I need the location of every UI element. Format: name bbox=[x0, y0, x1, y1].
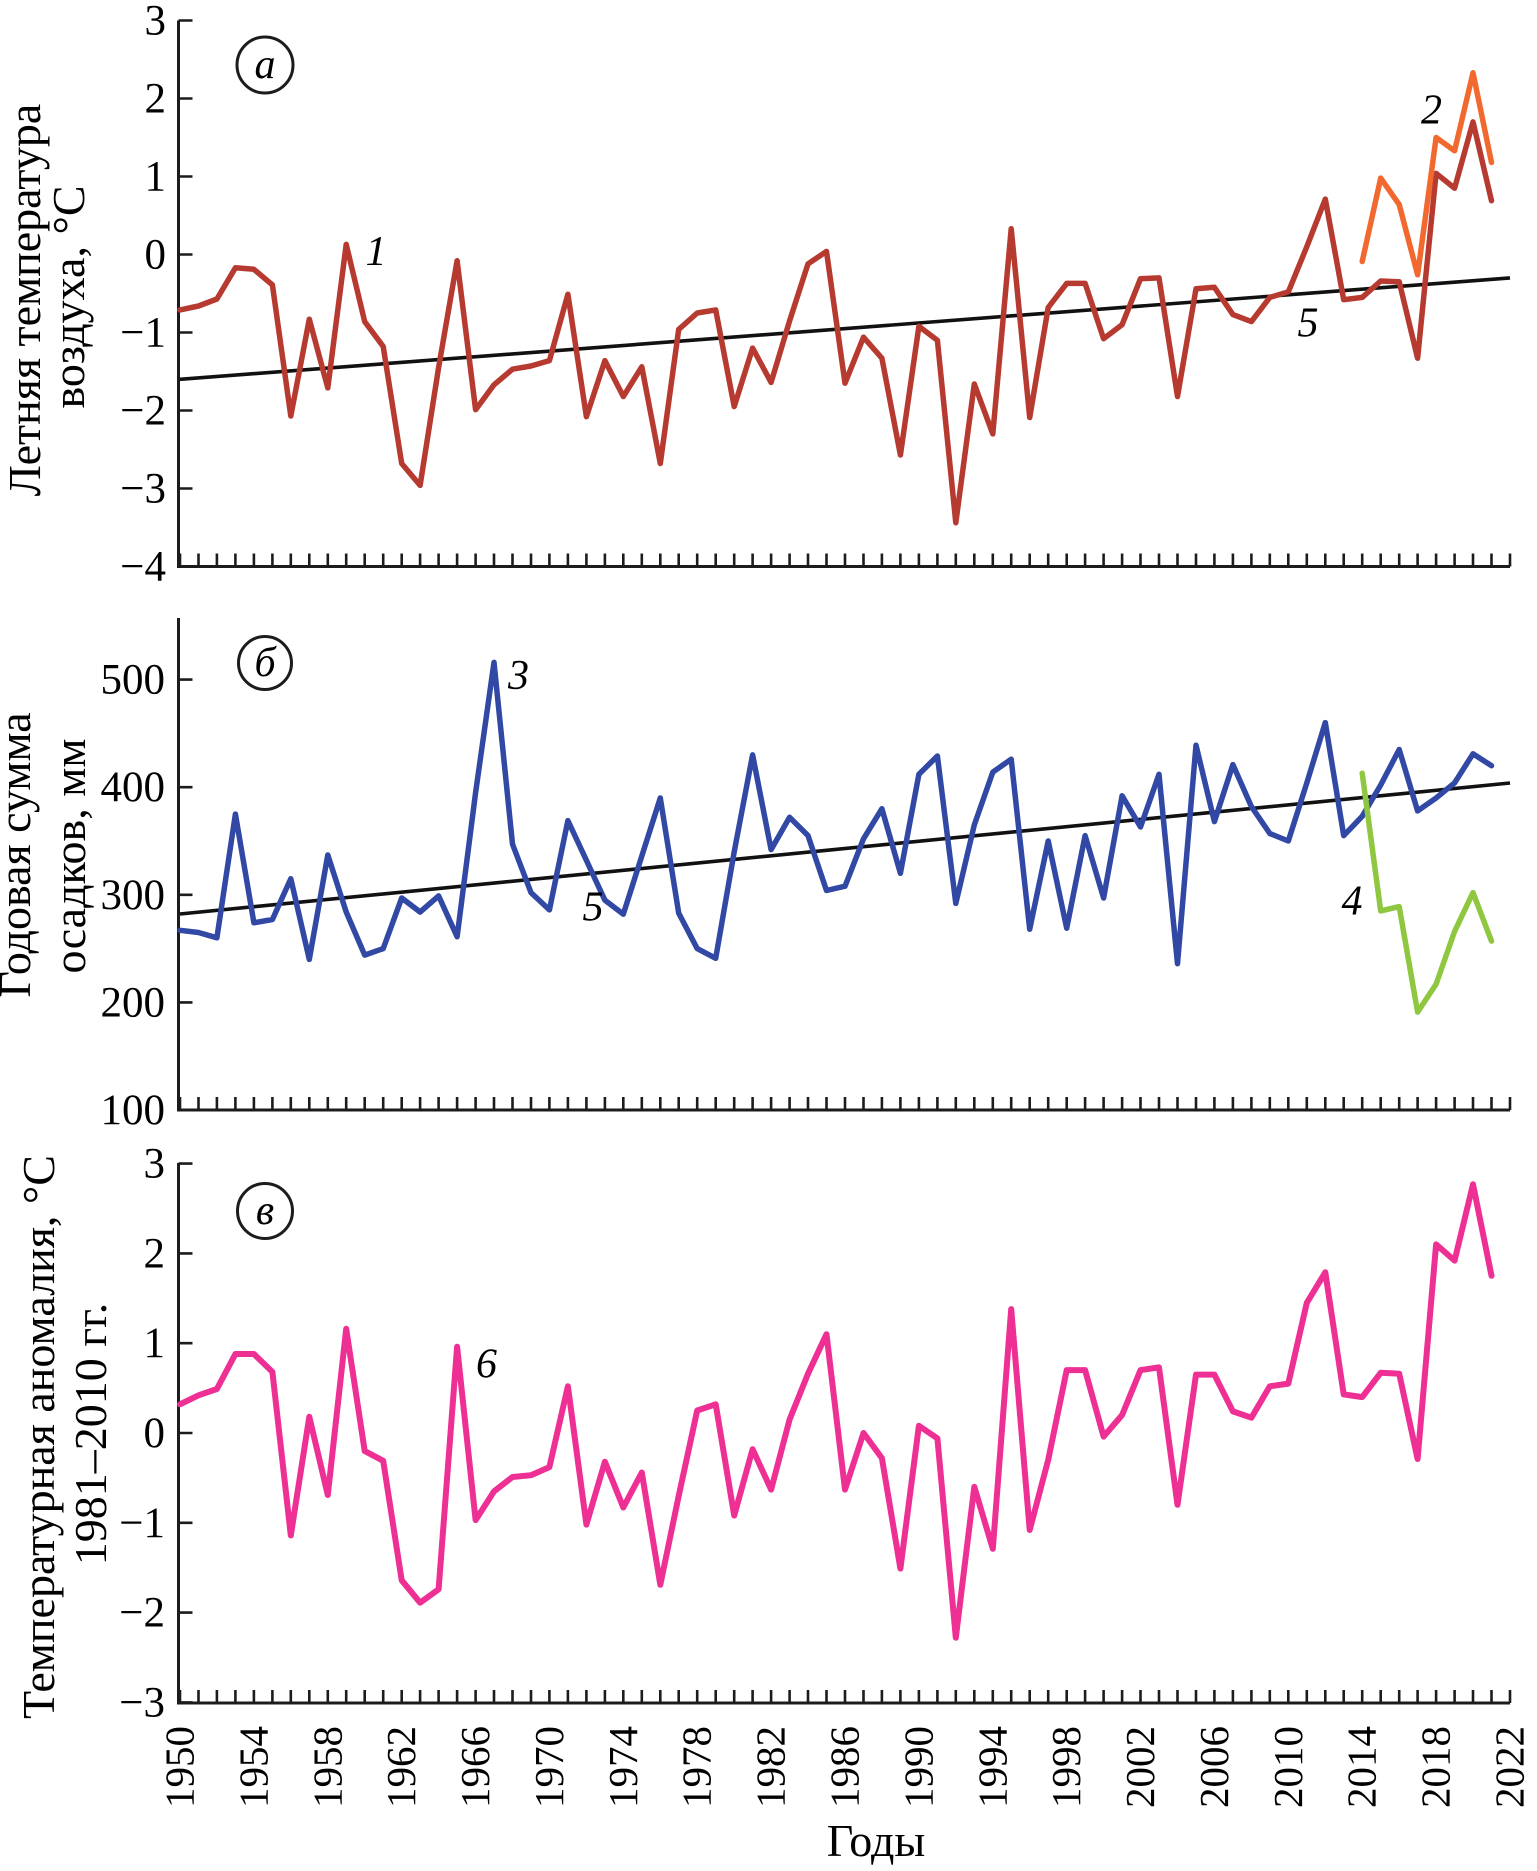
svg-text:1: 1 bbox=[145, 154, 167, 201]
svg-text:1994: 1994 bbox=[969, 1726, 1015, 1808]
svg-text:2002: 2002 bbox=[1117, 1726, 1163, 1808]
svg-text:500: 500 bbox=[101, 657, 166, 704]
svg-text:1962: 1962 bbox=[378, 1726, 424, 1808]
svg-text:400: 400 bbox=[101, 764, 166, 811]
svg-text:0: 0 bbox=[144, 1410, 166, 1457]
svg-text:2010: 2010 bbox=[1265, 1726, 1311, 1808]
svg-text:2006: 2006 bbox=[1191, 1726, 1237, 1808]
svg-text:1: 1 bbox=[366, 229, 387, 275]
svg-text:300: 300 bbox=[101, 872, 166, 919]
svg-text:1982: 1982 bbox=[748, 1726, 794, 1808]
svg-text:Температурная аномалия, °С: Температурная аномалия, °С bbox=[13, 1155, 64, 1719]
svg-text:6: 6 bbox=[476, 1342, 497, 1388]
svg-text:в: в bbox=[256, 1188, 274, 1234]
svg-text:осадков, мм: осадков, мм bbox=[44, 739, 95, 974]
svg-text:−3: −3 bbox=[119, 1679, 165, 1726]
svg-text:0: 0 bbox=[145, 232, 167, 279]
svg-text:1970: 1970 bbox=[526, 1726, 572, 1808]
svg-text:воздуха, °С: воздуха, °С bbox=[43, 185, 94, 408]
svg-text:1954: 1954 bbox=[230, 1726, 276, 1808]
svg-text:−3: −3 bbox=[120, 466, 166, 513]
svg-text:Годы: Годы bbox=[827, 1815, 926, 1866]
svg-text:1998: 1998 bbox=[1043, 1726, 1089, 1808]
svg-text:−4: −4 bbox=[120, 544, 166, 591]
svg-text:3: 3 bbox=[507, 653, 529, 699]
svg-text:4: 4 bbox=[1342, 879, 1363, 925]
svg-text:3: 3 bbox=[144, 1141, 166, 1188]
svg-text:Годовая сумма: Годовая сумма bbox=[0, 712, 40, 997]
svg-text:2: 2 bbox=[1421, 88, 1442, 134]
svg-text:1966: 1966 bbox=[452, 1726, 498, 1808]
svg-text:−1: −1 bbox=[119, 1500, 165, 1547]
svg-text:2018: 2018 bbox=[1413, 1726, 1459, 1808]
svg-text:5: 5 bbox=[583, 885, 604, 931]
svg-text:2014: 2014 bbox=[1339, 1726, 1385, 1808]
svg-text:2: 2 bbox=[144, 1230, 166, 1277]
svg-text:200: 200 bbox=[101, 979, 166, 1026]
svg-text:1958: 1958 bbox=[304, 1726, 350, 1808]
svg-text:1990: 1990 bbox=[895, 1726, 941, 1808]
svg-text:−1: −1 bbox=[120, 310, 166, 357]
svg-text:Летняя температура: Летняя температура bbox=[0, 104, 50, 497]
svg-text:1981–2010 гг.: 1981–2010 гг. bbox=[65, 1303, 116, 1566]
svg-text:3: 3 bbox=[145, 0, 167, 45]
svg-text:б: б bbox=[254, 640, 277, 686]
svg-text:1986: 1986 bbox=[822, 1726, 868, 1808]
svg-text:1: 1 bbox=[144, 1320, 166, 1367]
svg-text:100: 100 bbox=[101, 1087, 166, 1134]
svg-text:1978: 1978 bbox=[674, 1726, 720, 1808]
svg-text:2022: 2022 bbox=[1487, 1726, 1533, 1808]
svg-text:−2: −2 bbox=[120, 388, 166, 435]
svg-text:1974: 1974 bbox=[600, 1726, 646, 1808]
svg-text:1950: 1950 bbox=[157, 1726, 203, 1808]
svg-text:−2: −2 bbox=[119, 1590, 165, 1637]
svg-text:а: а bbox=[255, 42, 276, 88]
svg-text:2: 2 bbox=[145, 76, 167, 123]
svg-text:5: 5 bbox=[1298, 301, 1319, 347]
